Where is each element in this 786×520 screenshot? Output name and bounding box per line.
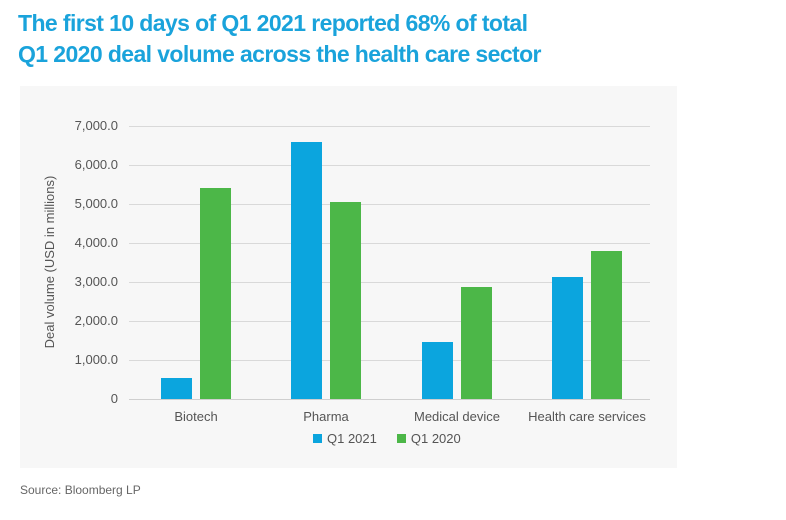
source-note: Source: Bloomberg LP	[20, 483, 141, 497]
bar-pharma-q1-2020	[330, 202, 361, 399]
y-axis-label: Deal volume (USD in millions)	[42, 175, 57, 349]
gridline	[129, 282, 650, 283]
y-tick-label: 6,000.0	[74, 157, 118, 172]
legend: Q1 2021 Q1 2020	[313, 431, 461, 446]
bar-health-care-services-q1-2021	[552, 277, 583, 399]
legend-label-q1-2021: Q1 2021	[327, 431, 377, 446]
x-tick-label: Medical device	[414, 409, 500, 424]
gridline	[129, 360, 650, 361]
bar-pharma-q1-2021	[291, 142, 322, 399]
gridline	[129, 126, 650, 127]
chart-title-line-1: The first 10 days of Q1 2021 reported 68…	[18, 10, 528, 36]
x-tick-label: Biotech	[174, 409, 218, 424]
chart-title: The first 10 days of Q1 2021 reported 68…	[18, 8, 718, 70]
y-tick-label: 5,000.0	[74, 196, 118, 211]
x-tick-label: Health care services	[528, 409, 646, 424]
y-tick-label: 4,000.0	[74, 235, 118, 250]
legend-label-q1-2020: Q1 2020	[410, 431, 461, 446]
x-tick-label: Pharma	[303, 409, 349, 424]
y-tick-label: 2,000.0	[74, 313, 118, 328]
bar-biotech-q1-2021	[161, 378, 192, 399]
bar-medical-device-q1-2021	[422, 342, 453, 399]
y-tick-label: 7,000.0	[74, 118, 118, 133]
legend-swatch-q1-2020	[396, 434, 406, 443]
y-tick-label: 1,000.0	[74, 352, 118, 367]
gridline	[129, 243, 650, 244]
bar-biotech-q1-2020	[200, 188, 231, 399]
y-tick-label: 3,000.0	[74, 274, 118, 289]
gridline	[129, 204, 650, 205]
gridline	[129, 165, 650, 166]
legend-swatch-q1-2021	[313, 434, 322, 443]
chart-title-line-2: Q1 2020 deal volume across the health ca…	[18, 41, 541, 67]
legend-item-q1-2020: Q1 2020	[396, 431, 461, 446]
bar-medical-device-q1-2020	[461, 287, 492, 399]
legend-item-q1-2021: Q1 2021	[313, 431, 377, 446]
y-tick-label: 0	[110, 391, 118, 406]
bar-health-care-services-q1-2020	[591, 251, 622, 399]
gridline	[129, 321, 650, 322]
gridline	[129, 399, 650, 400]
